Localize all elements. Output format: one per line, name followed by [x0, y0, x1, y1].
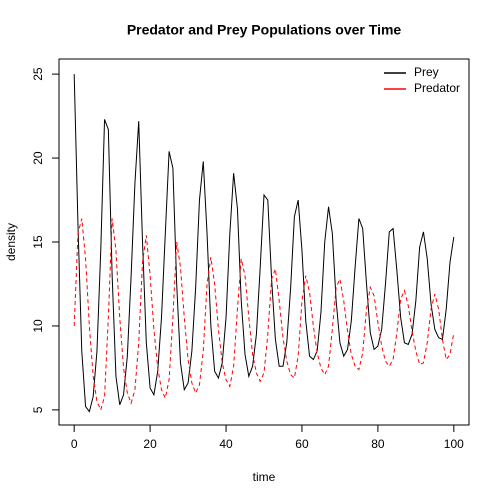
chart-title: Predator and Prey Populations over Time: [127, 22, 402, 38]
y-tick-label: 15: [31, 235, 45, 249]
series-line: [73, 74, 455, 413]
y-tick-label: 25: [31, 67, 45, 81]
x-axis-label: time: [253, 470, 276, 484]
series-line: [73, 218, 455, 412]
x-tick-label: 80: [371, 437, 385, 451]
y-axis-label: density: [4, 223, 18, 261]
y-tick-label: 20: [31, 151, 45, 165]
x-tick-label: 40: [219, 437, 233, 451]
x-tick-label: 100: [444, 437, 464, 451]
x-tick-label: 60: [295, 437, 309, 451]
y-tick-label: 10: [31, 319, 45, 333]
legend-label: Predator: [414, 81, 460, 95]
x-tick-label: 0: [71, 437, 78, 451]
x-tick-label: 20: [143, 437, 157, 451]
legend-label: Prey: [414, 65, 439, 79]
y-tick-label: 5: [31, 406, 45, 413]
